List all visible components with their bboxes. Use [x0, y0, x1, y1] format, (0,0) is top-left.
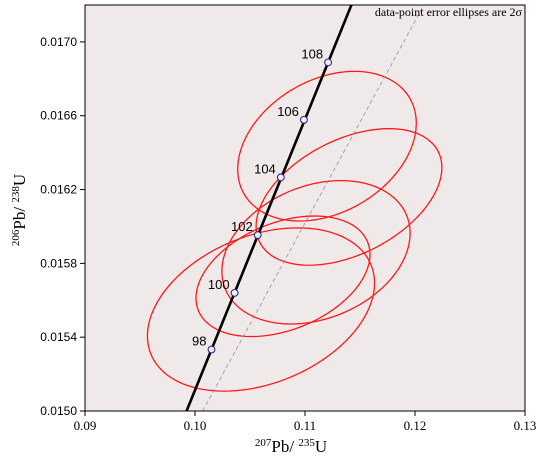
- y-tick-label-0.0170: 0.0170: [40, 35, 77, 49]
- age-marker-104: [276, 173, 285, 182]
- y-tick-label-0.0154: 0.0154: [40, 330, 77, 344]
- error-ellipse-5: [195, 215, 371, 338]
- annotation: data-point error ellipses are 2σ: [375, 5, 523, 19]
- y-label-sup2: 238: [10, 186, 22, 203]
- age-label-104: 104: [254, 161, 276, 176]
- y-axis-label: 206Pb/ 238U: [10, 174, 29, 246]
- y-label-base2: U: [10, 174, 29, 186]
- x-tick-label-0.12: 0.12: [404, 418, 427, 433]
- age-marker-98: [207, 345, 216, 354]
- age-label-106: 106: [277, 104, 299, 119]
- age-label-98: 98: [192, 334, 206, 349]
- x-tick-label-0.09: 0.09: [74, 418, 97, 433]
- x-tick-label-0.13: 0.13: [514, 418, 537, 433]
- error-ellipse-1: [237, 70, 417, 222]
- error-ellipse-3: [221, 179, 411, 325]
- age-marker-108: [324, 58, 333, 67]
- age-label-102: 102: [231, 219, 253, 234]
- x-tick-label-0.11: 0.11: [294, 418, 316, 433]
- y-tick-label-0.0162: 0.0162: [40, 183, 77, 197]
- error-ellipse-2: [255, 127, 443, 266]
- age-marker-102: [253, 231, 262, 240]
- y-tick-label-0.0158: 0.0158: [40, 256, 77, 270]
- y-label-base1: Pb/: [10, 203, 29, 230]
- y-label-sup1: 206: [10, 229, 22, 246]
- y-tick-label-0.0150: 0.0150: [40, 404, 77, 418]
- age-marker-100: [230, 288, 239, 297]
- concordia-layer: [185, 5, 353, 411]
- x-label-sup1: 207: [255, 437, 272, 449]
- x-label-base1: Pb/: [271, 437, 298, 456]
- x-label-sup2: 235: [298, 437, 315, 449]
- plot-area: [85, 5, 525, 411]
- concordia-curve: [185, 5, 353, 411]
- x-axis-label: 207Pb/ 235U: [255, 437, 327, 456]
- x-tick-label-0.10: 0.10: [184, 418, 207, 433]
- y-tick-label-0.0166: 0.0166: [40, 109, 77, 123]
- axis-ticks: 0.09 0.10 0.11 0.12 0.13 0.0150 0.0154 0.0158 0.…: [40, 35, 536, 433]
- age-label-108: 108: [301, 46, 323, 61]
- error-ellipse-4: [146, 227, 376, 392]
- age-label-100: 100: [208, 277, 230, 292]
- error-ellipses: [146, 70, 443, 392]
- reference-line-layer: [202, 5, 425, 411]
- reference-line: [202, 5, 425, 411]
- x-label-base2: U: [315, 437, 327, 456]
- age-marker-106: [299, 115, 308, 124]
- age-marks: 98 100 102 104 106 108: [192, 46, 333, 354]
